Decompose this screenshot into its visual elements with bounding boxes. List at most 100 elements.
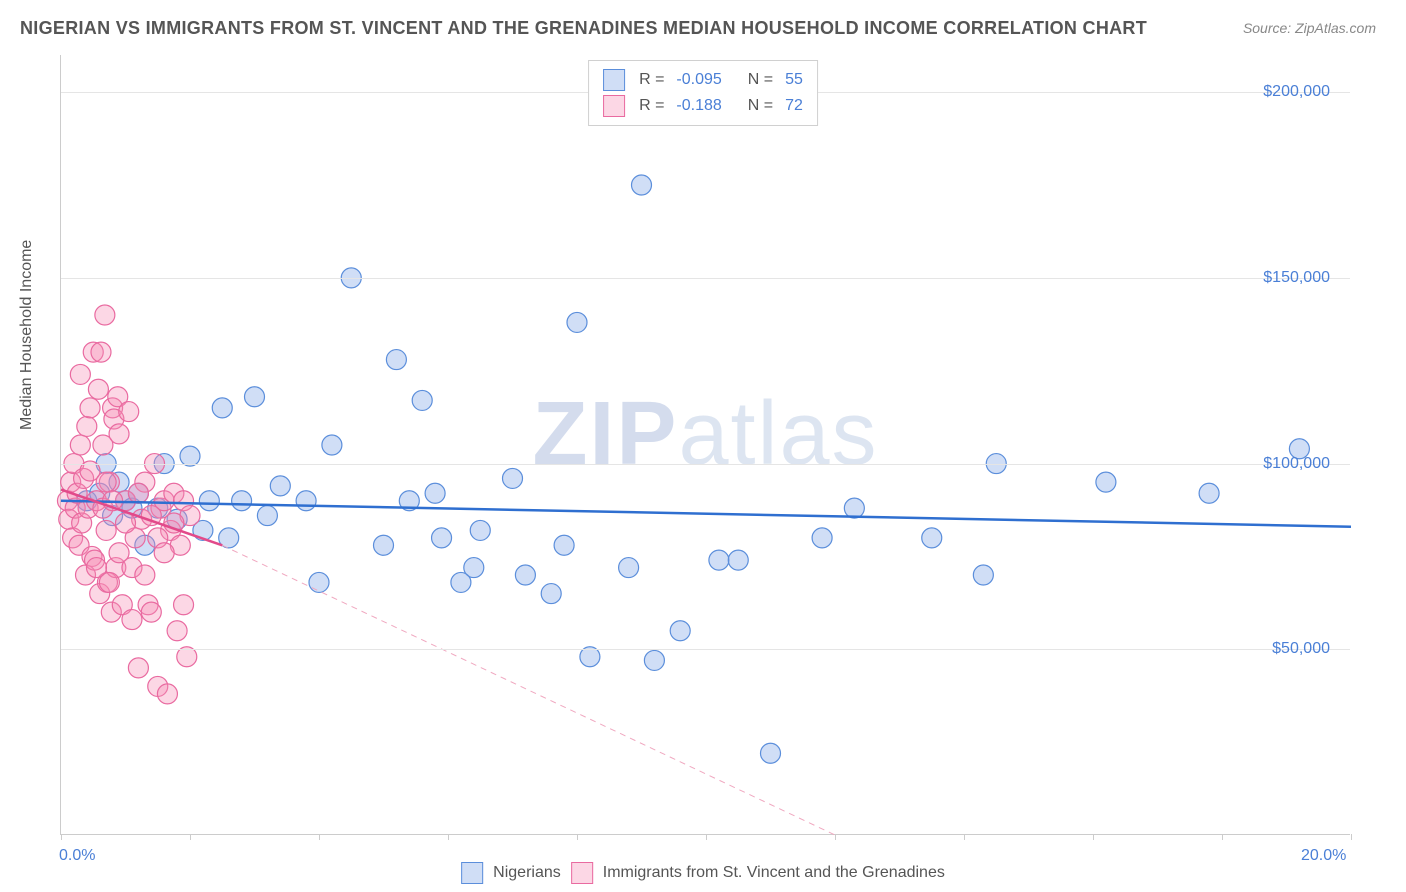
scatter-point [88, 379, 108, 399]
legend-n-label-1: N = [748, 97, 773, 115]
scatter-point [922, 528, 942, 548]
scatter-point [761, 743, 781, 763]
x-tick [61, 834, 62, 840]
legend-bottom-label-1: Immigrants from St. Vincent and the Gren… [603, 864, 945, 882]
x-tick-label: 0.0% [59, 847, 95, 865]
legend-bottom-label-0: Nigerians [493, 864, 561, 882]
scatter-point [109, 424, 129, 444]
scatter-point [70, 364, 90, 384]
y-tick-label: $100,000 [1263, 455, 1330, 473]
x-tick [319, 834, 320, 840]
scatter-point [322, 435, 342, 455]
scatter-point [386, 350, 406, 370]
scatter-point [844, 498, 864, 518]
scatter-point [154, 543, 174, 563]
legend-swatch-1 [603, 95, 625, 117]
legend-r-label-0: R = [639, 71, 664, 89]
scatter-point [119, 402, 139, 422]
scatter-point [541, 584, 561, 604]
legend-r-val-1: -0.188 [676, 97, 721, 115]
scatter-point [515, 565, 535, 585]
scatter-point [91, 342, 111, 362]
legend-n-val-0: 55 [785, 71, 803, 89]
legend-n-val-1: 72 [785, 97, 803, 115]
scatter-point [412, 390, 432, 410]
scatter-point [1199, 483, 1219, 503]
scatter-point [728, 550, 748, 570]
legend-n-label-0: N = [748, 71, 773, 89]
x-tick [577, 834, 578, 840]
scatter-point [812, 528, 832, 548]
scatter-point [567, 312, 587, 332]
x-tick [1351, 834, 1352, 840]
legend-correlation: R = -0.095 N = 55 R = -0.188 N = 72 [588, 60, 818, 126]
scatter-point [212, 398, 232, 418]
chart-svg [61, 55, 1350, 834]
scatter-point [96, 472, 116, 492]
scatter-point [432, 528, 452, 548]
legend-row-0: R = -0.095 N = 55 [603, 67, 803, 93]
scatter-point [554, 535, 574, 555]
scatter-point [374, 535, 394, 555]
gridline [61, 278, 1350, 279]
scatter-point [470, 520, 490, 540]
regression-extrapolation-pink [222, 545, 835, 835]
legend-swatch-0 [603, 69, 625, 91]
source-label: Source: ZipAtlas.com [1243, 20, 1376, 36]
scatter-point [309, 572, 329, 592]
scatter-point [632, 175, 652, 195]
legend-series: Nigerians Immigrants from St. Vincent an… [461, 862, 945, 884]
scatter-point [80, 398, 100, 418]
scatter-point [644, 650, 664, 670]
scatter-point [270, 476, 290, 496]
scatter-point [99, 572, 119, 592]
x-tick [448, 834, 449, 840]
legend-row-1: R = -0.188 N = 72 [603, 93, 803, 119]
y-tick-label: $50,000 [1272, 640, 1330, 658]
x-tick-label: 20.0% [1301, 847, 1346, 865]
scatter-point [464, 558, 484, 578]
scatter-point [199, 491, 219, 511]
gridline [61, 649, 1350, 650]
scatter-point [96, 520, 116, 540]
scatter-point [135, 565, 155, 585]
scatter-point [122, 610, 142, 630]
scatter-point [232, 491, 252, 511]
scatter-point [296, 491, 316, 511]
scatter-point [116, 513, 136, 533]
scatter-point [128, 658, 148, 678]
legend-bottom-swatch-0 [461, 862, 483, 884]
scatter-point [174, 595, 194, 615]
y-tick-label: $200,000 [1263, 83, 1330, 101]
scatter-point [95, 305, 115, 325]
scatter-point [1096, 472, 1116, 492]
scatter-point [670, 621, 690, 641]
scatter-point [503, 468, 523, 488]
scatter-point [128, 483, 148, 503]
gridline [61, 464, 1350, 465]
scatter-point [77, 416, 97, 436]
scatter-point [619, 558, 639, 578]
plot-area: ZIPatlas $50,000$100,000$150,000$200,000… [60, 55, 1350, 835]
y-axis-label: Median Household Income [18, 240, 36, 430]
chart-title: NIGERIAN VS IMMIGRANTS FROM ST. VINCENT … [20, 18, 1147, 39]
scatter-point [709, 550, 729, 570]
scatter-point [70, 435, 90, 455]
x-tick [706, 834, 707, 840]
scatter-point [973, 565, 993, 585]
scatter-point [157, 684, 177, 704]
y-tick-label: $150,000 [1263, 269, 1330, 287]
x-tick [835, 834, 836, 840]
x-tick [964, 834, 965, 840]
scatter-point [245, 387, 265, 407]
legend-r-label-1: R = [639, 97, 664, 115]
regression-line-blue [61, 501, 1351, 527]
scatter-point [425, 483, 445, 503]
scatter-point [167, 621, 187, 641]
scatter-point [257, 506, 277, 526]
legend-r-val-0: -0.095 [676, 71, 721, 89]
scatter-point [141, 602, 161, 622]
legend-bottom-swatch-1 [571, 862, 593, 884]
x-tick [1093, 834, 1094, 840]
x-tick [1222, 834, 1223, 840]
